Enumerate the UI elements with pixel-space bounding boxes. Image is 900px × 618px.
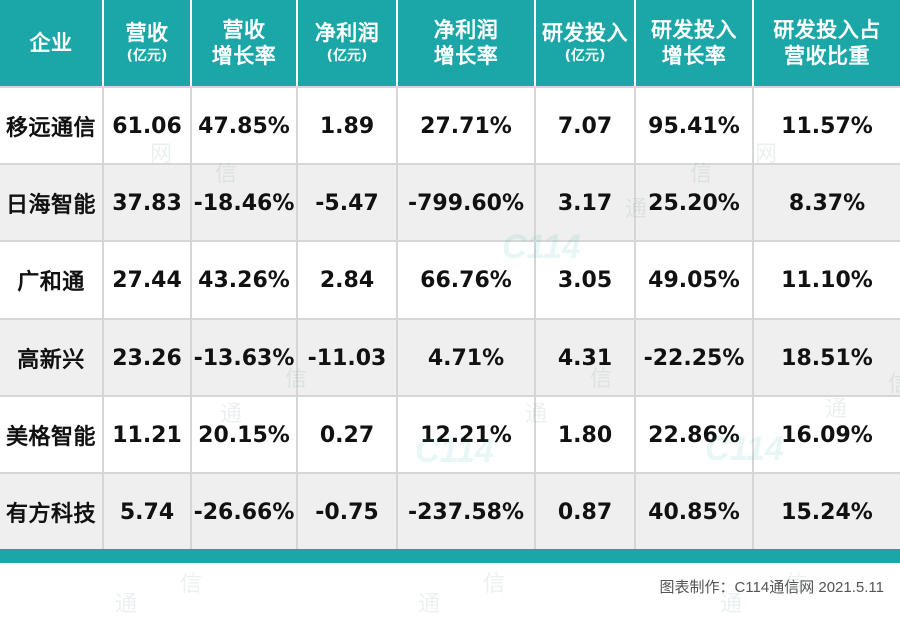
table-row: 美格智能 11.21 20.15% 0.27 12.21% 1.80 22.86% 16.09… <box>0 395 900 473</box>
column-header-unit: (亿元) <box>564 48 606 64</box>
table-cell: -799.60% <box>398 165 536 241</box>
table-cell: 16.09% <box>781 422 873 448</box>
header-row: 企业 营收 (亿元) 营收 增长率 净利润 (亿元) 净利润 增长率 研发投入 (亿元) 研发投入 增长… <box>0 0 900 86</box>
table-row: 移远通信 61.06 47.85% 1.89 27.71% 7.07 95.41% 11.57… <box>0 86 900 164</box>
table-cell: 11.57% <box>781 113 873 139</box>
watermark-char: 通 <box>418 592 441 617</box>
company-name-cell: 日海智能 <box>0 165 104 241</box>
column-header-unit: (亿元) <box>126 48 168 64</box>
column-header-subtitle: 增长率 <box>211 44 277 68</box>
watermark-char: 信 <box>180 572 203 597</box>
table-cell: 0.87 <box>536 474 636 550</box>
table-cell: -13.63% <box>192 320 298 396</box>
company-name-cell: 移远通信 <box>0 88 104 164</box>
table-cell: -22.25% <box>636 320 754 396</box>
table-cell: 22.86% <box>636 397 754 473</box>
column-header-title: 营收 <box>125 21 169 45</box>
table-cell: 8.37% <box>788 190 866 216</box>
column-header: 研发投入占 营收比重 <box>754 0 900 86</box>
table-cell: 3.17 <box>536 165 636 241</box>
table-cell: 4.71% <box>398 320 536 396</box>
column-header-subtitle: 增长率 <box>433 44 499 68</box>
company-name-cell: 有方科技 <box>0 474 104 550</box>
table-cell: 1.89 <box>298 88 398 164</box>
company-name-cell: 美格智能 <box>0 397 104 473</box>
table-cell: 37.83 <box>104 165 192 241</box>
table-cell: -18.46% <box>192 165 298 241</box>
column-header-title: 净利润 <box>314 21 380 45</box>
table-row: 有方科技 5.74 -26.66% -0.75 -237.58% 0.87 40.85% 15… <box>0 472 900 550</box>
table-cell: 27.44 <box>104 242 192 318</box>
table-cell: 12.21% <box>398 397 536 473</box>
table-cell: -26.66% <box>192 474 298 550</box>
column-header-title: 研发投入 <box>651 18 737 42</box>
table-cell: 11.10% <box>781 267 873 293</box>
footer-credit: 图表制作：C114通信网 2021.5.11 <box>659 579 884 596</box>
column-header-subtitle: 营收比重 <box>784 44 870 68</box>
company-name-cell: 高新兴 <box>0 320 104 396</box>
table-cell: 95.41% <box>636 88 754 164</box>
watermark-char: 通 <box>115 592 138 617</box>
table-cell: 61.06 <box>104 88 192 164</box>
table-cell: 4.31 <box>536 320 636 396</box>
table-cell: 0.27 <box>298 397 398 473</box>
table-cell: 18.51% <box>781 345 873 371</box>
table-cell: -0.75 <box>298 474 398 550</box>
table-cell: 27.71% <box>398 88 536 164</box>
table-cell: 15.24% <box>781 499 873 525</box>
column-header: 营收 (亿元) <box>104 0 192 86</box>
column-header: 研发投入 (亿元) <box>536 0 636 86</box>
table-row: 广和通 27.44 43.26% 2.84 66.76% 3.05 49.05% 11.10% <box>0 240 900 318</box>
table-cell: -5.47 <box>298 165 398 241</box>
bottom-accent-bar <box>0 549 900 563</box>
table-row: 高新兴 23.26 -13.63% -11.03 4.71% 4.31 -22.25% 18.… <box>0 318 900 396</box>
column-header: 研发投入 增长率 <box>636 0 754 86</box>
column-header-title: 净利润 <box>433 18 499 42</box>
table-cell: 25.20% <box>636 165 754 241</box>
table-cell: 49.05% <box>636 242 754 318</box>
column-header: 企业 <box>0 0 104 86</box>
column-header-title: 企业 <box>29 31 73 55</box>
table-cell: 11.21 <box>104 397 192 473</box>
table-cell: 43.26% <box>192 242 298 318</box>
table-cell: -237.58% <box>398 474 536 550</box>
column-header-unit: (亿元) <box>326 48 368 64</box>
table-cell: 1.80 <box>536 397 636 473</box>
column-header: 净利润 (亿元) <box>298 0 398 86</box>
column-header-subtitle: 增长率 <box>661 44 727 68</box>
table-cell: 23.26 <box>104 320 192 396</box>
table-cell: 47.85% <box>192 88 298 164</box>
table-cell: 3.05 <box>536 242 636 318</box>
table-cell: 66.76% <box>398 242 536 318</box>
column-header-title: 研发投入 <box>542 21 628 45</box>
watermark-char: 信 <box>483 572 506 597</box>
table-row: 日海智能 37.83 -18.46% -5.47 -799.60% 3.17 25.20% 8… <box>0 163 900 241</box>
column-header: 营收 增长率 <box>192 0 298 86</box>
table-cell: 7.07 <box>536 88 636 164</box>
column-header-title: 研发投入占 <box>773 18 881 42</box>
table-cell: 2.84 <box>298 242 398 318</box>
column-header-title: 营收 <box>222 18 266 42</box>
table-cell: 40.85% <box>636 474 754 550</box>
table-cell: 5.74 <box>104 474 192 550</box>
column-header: 净利润 增长率 <box>398 0 536 86</box>
table-cell: -11.03 <box>298 320 398 396</box>
table-cell: 20.15% <box>192 397 298 473</box>
company-name-cell: 广和通 <box>0 242 104 318</box>
